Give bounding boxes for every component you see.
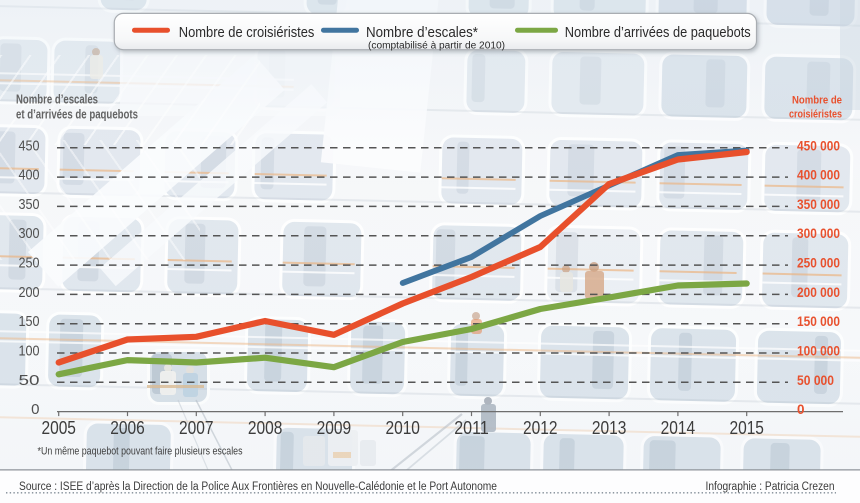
svg-text:2005: 2005 [41,418,76,438]
svg-text:50: 50 [19,372,40,389]
svg-text:2009: 2009 [317,418,352,438]
svg-text:Nombre d’arrivées de paquebots: Nombre d’arrivées de paquebots [565,24,751,41]
svg-text:200 000: 200 000 [797,284,840,300]
svg-text:450: 450 [19,137,40,154]
svg-text:0: 0 [797,402,805,417]
svg-text:450 000: 450 000 [797,137,840,153]
svg-text:400 000: 400 000 [797,167,840,183]
svg-text:Nombre de: Nombre de [792,95,842,107]
svg-text:350: 350 [19,196,40,213]
svg-text:250 000: 250 000 [797,255,840,271]
svg-text:2006: 2006 [110,418,145,438]
svg-text:*Un même paquebot pouvant fair: *Un même paquebot pouvant faire plusieur… [38,446,243,458]
svg-text:350 000: 350 000 [797,196,840,212]
svg-text:0: 0 [31,401,39,418]
svg-text:croisiéristes: croisiéristes [789,109,842,121]
svg-text:Nombre d’escales: Nombre d’escales [16,93,98,107]
svg-text:400: 400 [19,167,40,184]
svg-text:100: 100 [19,343,40,360]
svg-text:(comptabilisé à partir de 2010: (comptabilisé à partir de 2010) [368,41,505,52]
svg-text:150: 150 [19,313,40,330]
svg-text:Nombre de croisiéristes: Nombre de croisiéristes [179,24,315,41]
svg-text:150 000: 150 000 [797,313,840,329]
svg-text:100 000: 100 000 [797,343,840,359]
svg-text:Infographie : Patricia Crezen: Infographie : Patricia Crezen [706,481,835,493]
svg-text:2008: 2008 [248,418,283,438]
svg-text:2015: 2015 [729,418,764,438]
svg-text:50 000: 50 000 [797,372,834,388]
svg-text:200: 200 [19,284,40,301]
svg-text:2011: 2011 [454,418,489,438]
svg-text:Nombre d’escales*: Nombre d’escales* [366,24,478,41]
svg-text:2012: 2012 [523,418,558,438]
svg-text:250: 250 [19,255,40,272]
svg-text:2014: 2014 [661,418,696,438]
svg-text:300: 300 [19,225,40,242]
svg-text:2010: 2010 [385,418,420,438]
svg-text:2013: 2013 [592,418,627,438]
svg-text:Source : ISEE d’après la Direc: Source : ISEE d’après la Direction de la… [19,481,497,493]
svg-text:300 000: 300 000 [797,225,840,241]
svg-text:et d’arrivées de paquebots: et d’arrivées de paquebots [16,108,138,122]
svg-text:2007: 2007 [179,418,214,438]
